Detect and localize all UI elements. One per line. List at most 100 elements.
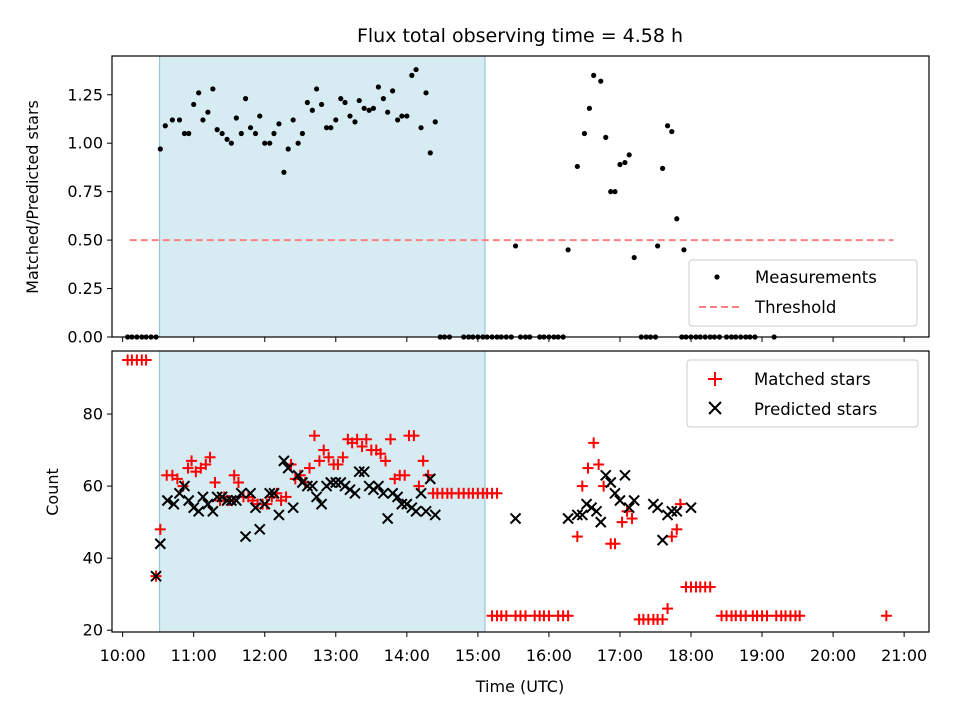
matched-point bbox=[308, 430, 320, 442]
matched-point bbox=[662, 603, 674, 615]
predicted-point-b bbox=[310, 491, 323, 503]
matched-point bbox=[140, 354, 152, 366]
predicted-point-b bbox=[254, 523, 266, 536]
matched-point bbox=[356, 440, 368, 452]
predicted-point bbox=[244, 487, 257, 500]
predicted-point-b bbox=[154, 538, 167, 550]
matched-point bbox=[204, 451, 216, 463]
predicted-point-b bbox=[576, 509, 589, 521]
matched-point bbox=[154, 523, 166, 535]
measurement-point bbox=[219, 130, 225, 137]
predicted-point-b bbox=[244, 487, 257, 500]
predicted-point-b bbox=[278, 455, 290, 467]
matched-point bbox=[200, 458, 212, 470]
measurement-point bbox=[238, 130, 244, 137]
measurement-point bbox=[333, 117, 339, 123]
measurement-point bbox=[323, 125, 330, 131]
predicted-point bbox=[381, 512, 394, 525]
predicted-point bbox=[666, 505, 678, 518]
predicted-point-b bbox=[353, 465, 365, 478]
matched-point bbox=[491, 487, 503, 499]
measurement-point bbox=[574, 163, 580, 170]
matched-point bbox=[500, 610, 512, 622]
predicted-point bbox=[154, 538, 167, 550]
measurement-point bbox=[257, 113, 263, 119]
top-y-ticks: 0.00 0.25 0.50 0.75 1.00 1.25 bbox=[67, 85, 112, 347]
measurement-point bbox=[318, 101, 325, 108]
predicted-point bbox=[609, 487, 621, 500]
predicted-point bbox=[301, 480, 314, 492]
predicted-point bbox=[325, 476, 337, 489]
predicted-point bbox=[571, 509, 584, 521]
measurement-point bbox=[413, 66, 419, 73]
matched-point bbox=[384, 433, 396, 445]
measurement-point bbox=[262, 140, 268, 146]
predicted-point-b bbox=[173, 487, 186, 500]
matched-point bbox=[186, 455, 198, 467]
top-y-tick-label: 0.25 bbox=[67, 279, 103, 298]
top-panel: 0.00 0.25 0.50 0.75 1.00 1.25 Matched/Predict… bbox=[23, 55, 930, 347]
predicted-point bbox=[429, 509, 441, 521]
bottom-y-axis-label: Count bbox=[43, 468, 62, 516]
measurement-point bbox=[356, 97, 362, 104]
measurement-point bbox=[390, 88, 396, 94]
top-legend: Measurements Threshold bbox=[688, 259, 918, 327]
predicted-point bbox=[197, 491, 209, 503]
top-legend-box bbox=[688, 259, 918, 327]
measurement-point bbox=[342, 99, 348, 106]
bottom-x-tick-label: 20:00 bbox=[810, 646, 856, 665]
legend-matched-marker bbox=[708, 372, 722, 386]
measurement-point bbox=[352, 119, 358, 125]
matched-point bbox=[621, 505, 633, 517]
measurement-point bbox=[586, 105, 593, 111]
predicted-point bbox=[424, 473, 436, 485]
measurement-point bbox=[214, 127, 220, 133]
predicted-point-b bbox=[600, 469, 612, 481]
predicted-point bbox=[509, 512, 522, 525]
predicted-point bbox=[259, 498, 271, 510]
predicted-point bbox=[183, 494, 195, 507]
measurement-point bbox=[186, 130, 192, 137]
predicted-point bbox=[358, 465, 370, 478]
predicted-point bbox=[623, 502, 635, 514]
bottom-x-tick-label: 17:00 bbox=[597, 646, 643, 665]
bottom-x-ticks: 10:00 11:00 12:00 13:00 14:00 15:00 16:00 17:00… bbox=[100, 632, 927, 665]
predicted-point bbox=[576, 509, 589, 521]
predicted-point bbox=[671, 505, 683, 518]
predicted-point-b bbox=[420, 505, 432, 518]
matched-point bbox=[182, 462, 194, 474]
matched-point bbox=[351, 433, 363, 445]
top-y-tick-label: 0.00 bbox=[67, 328, 103, 347]
predicted-point-b bbox=[330, 476, 342, 489]
matched-point bbox=[232, 476, 244, 488]
measurement-point bbox=[281, 169, 287, 175]
bottom-x-tick-label: 11:00 bbox=[171, 646, 217, 665]
measurement-point bbox=[210, 86, 216, 92]
predicted-point bbox=[211, 491, 223, 503]
measurement-point bbox=[247, 125, 254, 131]
predicted-point bbox=[420, 505, 432, 518]
predicted-point-b bbox=[410, 505, 422, 518]
measurement-point bbox=[267, 140, 273, 146]
legend-measurements-label: Measurements bbox=[755, 268, 877, 287]
top-y-tick-label: 0.50 bbox=[67, 231, 103, 250]
predicted-point bbox=[192, 505, 205, 518]
predicted-point-b bbox=[273, 509, 285, 521]
predicted-point bbox=[235, 487, 248, 500]
bottom-y-tick-label: 80 bbox=[83, 405, 103, 424]
predicted-point bbox=[230, 494, 243, 507]
measurement-point bbox=[409, 72, 415, 78]
predicted-point-b bbox=[424, 473, 436, 485]
predicted-point-b bbox=[562, 512, 574, 525]
measurement-point bbox=[674, 216, 680, 222]
predicted-point bbox=[619, 469, 631, 481]
measurement-point bbox=[314, 86, 320, 92]
measurement-point bbox=[228, 140, 234, 146]
predicted-point-b bbox=[358, 465, 370, 478]
predicted-point-b bbox=[183, 494, 195, 507]
matched-point bbox=[543, 610, 555, 622]
predicted-point-b bbox=[292, 469, 304, 481]
measurement-point bbox=[299, 130, 305, 137]
predicted-point-b bbox=[161, 494, 174, 507]
